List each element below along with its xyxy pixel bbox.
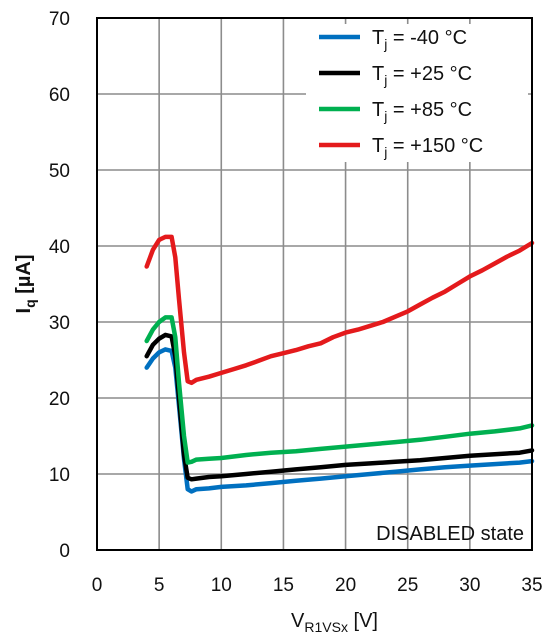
x-axis-ticks: 0 5 10 15 20 25 30 35: [92, 575, 543, 596]
x-axis-title: VR1VSx [V]: [291, 610, 378, 635]
legend-label-0: Tj = -40 °C: [372, 27, 467, 52]
series-layer: [144, 234, 535, 494]
legend-label-3: Tj = +150 °C: [372, 135, 483, 160]
series-line-3: [144, 234, 535, 386]
legend-label-rest: = +25 °C: [387, 63, 472, 85]
x-axis-title-unit: [V]: [348, 610, 378, 632]
legend-label-main: T: [372, 27, 384, 49]
x-tick-label: 15: [273, 575, 294, 596]
y-tick-label: 0: [59, 541, 70, 562]
x-tick-label: 10: [211, 575, 232, 596]
y-tick-label: 10: [49, 465, 70, 486]
series-line-2: [144, 315, 535, 465]
legend-label-sub: j: [383, 72, 387, 88]
y-axis-title-sub: q: [22, 299, 38, 308]
series-line-1: [144, 332, 535, 482]
legend-label-sub: j: [383, 144, 387, 160]
legend-background: [306, 24, 528, 162]
x-tick-label: 0: [92, 575, 103, 596]
y-tick-label: 20: [49, 389, 70, 410]
legend-label-1: Tj = +25 °C: [372, 63, 472, 88]
legend-label-rest: = +150 °C: [387, 135, 483, 157]
plot-area-frame: [96, 17, 533, 551]
legend-label-rest: = -40 °C: [387, 27, 467, 49]
legend-label-main: T: [372, 63, 384, 85]
y-axis-title: Iq [µA]: [13, 255, 38, 314]
y-tick-label: 50: [49, 161, 70, 182]
y-axis-title-main: I: [13, 308, 35, 314]
x-tick-label: 35: [521, 575, 542, 596]
legend-label-sub: j: [383, 36, 387, 52]
disabled-state-annotation: DISABLED state: [376, 523, 524, 545]
legend-label-2: Tj = +85 °C: [372, 99, 472, 124]
x-tick-label: 25: [397, 575, 418, 596]
series-line-0: [144, 347, 535, 494]
y-tick-label: 40: [49, 237, 70, 258]
legend-label-main: T: [372, 99, 384, 121]
legend-label-sub: j: [383, 108, 387, 124]
legend-label-main: T: [372, 135, 384, 157]
legend: Tj = -40 °CTj = +25 °CTj = +85 °CTj = +1…: [306, 24, 528, 162]
y-axis-title-unit: [µA]: [13, 255, 35, 300]
x-tick-label: 20: [335, 575, 356, 596]
x-tick-label: 5: [154, 575, 165, 596]
legend-label-rest: = +85 °C: [387, 99, 472, 121]
y-axis-ticks: 0 10 20 30 40 50 60 70: [49, 9, 70, 562]
y-tick-label: 60: [49, 85, 70, 106]
y-tick-label: 30: [49, 313, 70, 334]
x-axis-title-sub: R1VSx: [304, 619, 348, 635]
y-tick-label: 70: [49, 9, 70, 30]
x-axis-title-main: V: [291, 610, 305, 632]
x-tick-label: 30: [459, 575, 480, 596]
